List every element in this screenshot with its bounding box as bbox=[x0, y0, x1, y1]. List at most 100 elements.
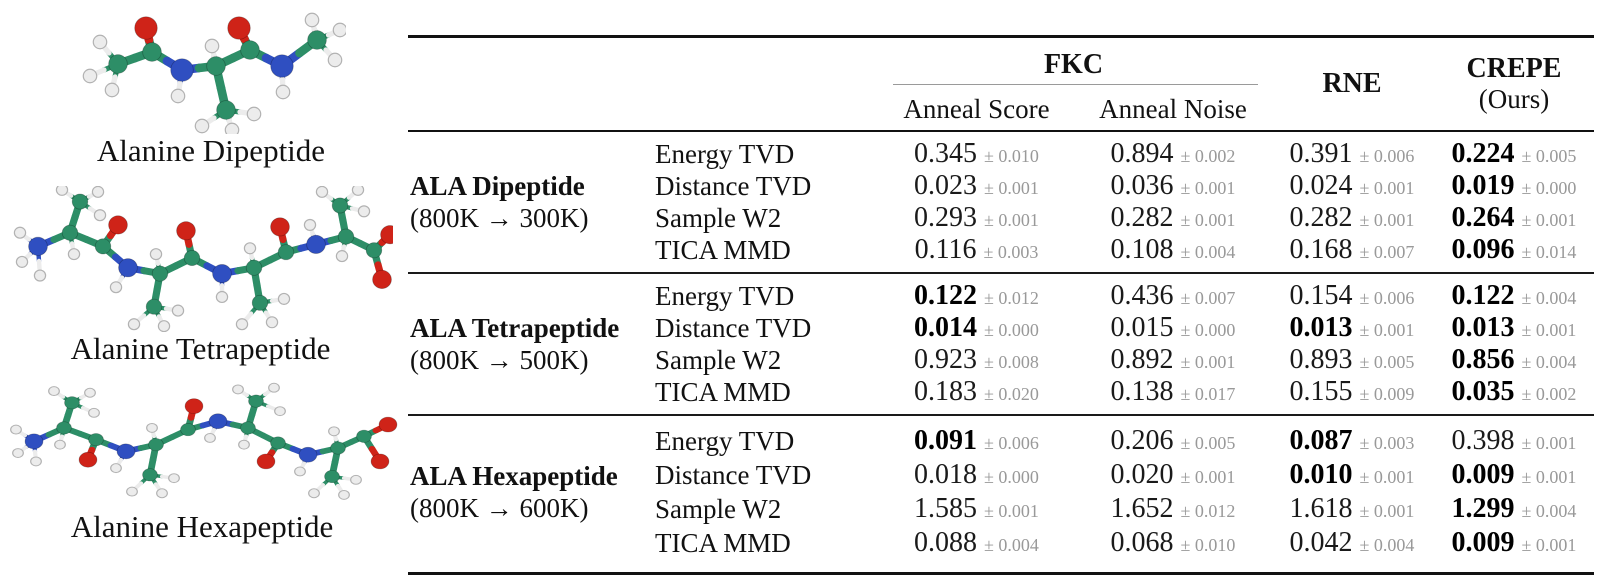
group-temperature: (800K → 300K) bbox=[410, 203, 589, 233]
figure-caption-hexapeptide: Alanine Hexapeptide bbox=[70, 509, 334, 544]
group-name: ALA Hexapeptide bbox=[410, 461, 618, 491]
metric-value: 0.293 bbox=[914, 202, 978, 233]
results-table: FKC Anneal Score Anneal Noise RNE CREPE … bbox=[408, 35, 1594, 575]
metric-value-cell: 0.183 ± 0.020 bbox=[877, 376, 1076, 408]
metric-stderr: ± 0.004 bbox=[1521, 352, 1577, 372]
metric-label: Energy TVD bbox=[655, 138, 795, 169]
metric-stderr: ± 0.001 bbox=[1359, 320, 1415, 340]
metric-value: 0.087 bbox=[1289, 425, 1353, 456]
metric-value-cell: 0.206 ± 0.005 bbox=[1076, 425, 1270, 457]
metric-value-cell: 0.116 ± 0.003 bbox=[877, 234, 1076, 266]
metric-value-cell: 0.013 ± 0.001 bbox=[1270, 312, 1434, 344]
metric-value-cell: 0.024 ± 0.001 bbox=[1270, 170, 1434, 202]
metric-stderr: ± 0.001 bbox=[1521, 433, 1577, 453]
metric-value: 0.894 bbox=[1110, 138, 1174, 169]
metric-value-cell: 0.009 ± 0.001 bbox=[1434, 527, 1594, 559]
metric-value-cell: 0.091 ± 0.006 bbox=[877, 425, 1076, 457]
metric-value-cell: 0.345 ± 0.010 bbox=[877, 138, 1076, 170]
metric-stderr: ± 0.005 bbox=[1359, 352, 1415, 372]
metric-value-cell: 0.398 ± 0.001 bbox=[1434, 425, 1594, 457]
row-group-label: ALA Tetrapeptide (800K → 500K) bbox=[408, 312, 650, 376]
metric-stderr: ± 0.006 bbox=[1359, 288, 1415, 308]
metric-label: TICA MMD bbox=[655, 376, 791, 407]
metric-value-cell: 0.010 ± 0.001 bbox=[1270, 459, 1434, 491]
metric-value: 0.116 bbox=[914, 234, 977, 265]
metric-value-cell: 0.282 ± 0.001 bbox=[1270, 202, 1434, 234]
metric-value-cell: 0.035 ± 0.002 bbox=[1434, 376, 1594, 408]
metric-stderr: ± 0.014 bbox=[1521, 242, 1577, 262]
metric-stderr: ± 0.001 bbox=[1359, 210, 1415, 230]
group-name: ALA Tetrapeptide bbox=[410, 313, 620, 343]
metric-value-cell: 0.018 ± 0.000 bbox=[877, 459, 1076, 491]
alanine-dipeptide-image bbox=[82, 12, 346, 134]
metric-stderr: ± 0.001 bbox=[1359, 501, 1415, 521]
metric-value-cell: 0.068 ± 0.010 bbox=[1076, 527, 1270, 559]
metric-value-cell: 0.122 ± 0.004 bbox=[1434, 280, 1594, 312]
molecule-panel: Alanine Dipeptide Alanine Tetrapeptide A… bbox=[0, 0, 405, 586]
metric-value: 0.138 bbox=[1110, 376, 1174, 407]
metric-value: 1.618 bbox=[1289, 493, 1353, 524]
metric-label: Energy TVD bbox=[655, 280, 795, 311]
metric-value: 0.088 bbox=[914, 527, 978, 558]
metric-stderr: ± 0.001 bbox=[1180, 352, 1236, 372]
metric-value: 0.108 bbox=[1110, 234, 1174, 265]
metric-value: 0.893 bbox=[1289, 344, 1353, 375]
metric-stderr: ± 0.005 bbox=[1521, 146, 1577, 166]
metric-stderr: ± 0.001 bbox=[1180, 178, 1236, 198]
metric-stderr: ± 0.001 bbox=[984, 501, 1039, 521]
metric-label: Energy TVD bbox=[655, 425, 795, 456]
metric-value: 0.009 bbox=[1451, 527, 1515, 558]
metric-value-cell: 0.893 ± 0.005 bbox=[1270, 344, 1434, 376]
crepe-label: CREPE bbox=[1466, 53, 1562, 84]
metric-label: Sample W2 bbox=[655, 202, 782, 233]
metric-value: 0.224 bbox=[1451, 138, 1515, 169]
metric-stderr: ± 0.003 bbox=[983, 242, 1039, 262]
metric-value-cell: 0.154 ± 0.006 bbox=[1270, 280, 1434, 312]
metric-stderr: ± 0.020 bbox=[984, 384, 1039, 404]
metric-value: 0.015 bbox=[1110, 312, 1174, 343]
crepe-ours-label: (Ours) bbox=[1478, 84, 1550, 114]
metric-value: 0.282 bbox=[1289, 202, 1353, 233]
metric-stderr: ± 0.002 bbox=[1180, 146, 1236, 166]
metric-label: Distance TVD bbox=[655, 312, 812, 343]
metric-value: 0.122 bbox=[1451, 280, 1515, 311]
metric-value: 0.036 bbox=[1110, 170, 1174, 201]
figure-alanine-dipeptide: Alanine Dipeptide bbox=[76, 12, 346, 168]
metric-value-cell: 1.585 ± 0.001 bbox=[877, 493, 1076, 525]
metric-value-cell: 1.652 ± 0.012 bbox=[1076, 493, 1270, 525]
alanine-hexapeptide-image bbox=[10, 382, 398, 500]
metric-value-cell: 1.618 ± 0.001 bbox=[1270, 493, 1434, 525]
metric-stderr: ± 0.012 bbox=[984, 288, 1039, 308]
metric-value-cell: 0.096 ± 0.014 bbox=[1434, 234, 1594, 266]
table-block: ALA Dipeptide (800K → 300K) Energy TVD 0.34… bbox=[408, 132, 1594, 272]
metric-value-cell: 0.108 ± 0.004 bbox=[1076, 234, 1270, 266]
metric-stderr: ± 0.009 bbox=[1359, 384, 1415, 404]
metric-stderr: ± 0.010 bbox=[1180, 535, 1236, 555]
metric-value-cell: 0.391 ± 0.006 bbox=[1270, 138, 1434, 170]
table-block: ALA Hexapeptide (800K → 600K) Energy TVD 0.… bbox=[408, 414, 1594, 572]
metric-stderr: ± 0.000 bbox=[984, 320, 1039, 340]
metric-value: 1.585 bbox=[914, 493, 978, 524]
column-crepe: CREPE (Ours) bbox=[1434, 53, 1594, 115]
metric-value-cell: 0.036 ± 0.001 bbox=[1076, 170, 1270, 202]
metric-label: Sample W2 bbox=[655, 344, 782, 375]
column-anneal-noise: Anneal Noise bbox=[1099, 94, 1247, 124]
metric-value: 0.436 bbox=[1110, 280, 1174, 311]
metric-value: 0.264 bbox=[1451, 202, 1515, 233]
group-temperature: (800K → 600K) bbox=[410, 493, 589, 523]
metric-stderr: ± 0.004 bbox=[1359, 535, 1415, 555]
metric-stderr: ± 0.001 bbox=[984, 210, 1039, 230]
metric-stderr: ± 0.006 bbox=[1359, 146, 1415, 166]
metric-value-cell: 1.299 ± 0.004 bbox=[1434, 493, 1594, 525]
metric-value: 0.391 bbox=[1289, 138, 1353, 169]
figure-alanine-tetrapeptide: Alanine Tetrapeptide bbox=[8, 186, 393, 366]
metric-label: TICA MMD bbox=[655, 234, 791, 265]
metric-value: 1.652 bbox=[1110, 493, 1174, 524]
metric-label: Distance TVD bbox=[655, 459, 812, 490]
group-temperature: (800K → 500K) bbox=[410, 345, 589, 375]
fkc-underline-rule bbox=[893, 83, 1258, 85]
metric-value-cell: 0.023 ± 0.001 bbox=[877, 170, 1076, 202]
metric-value: 0.155 bbox=[1289, 376, 1353, 407]
metric-value-cell: 0.087 ± 0.003 bbox=[1270, 425, 1434, 457]
metric-value: 0.013 bbox=[1451, 312, 1515, 343]
